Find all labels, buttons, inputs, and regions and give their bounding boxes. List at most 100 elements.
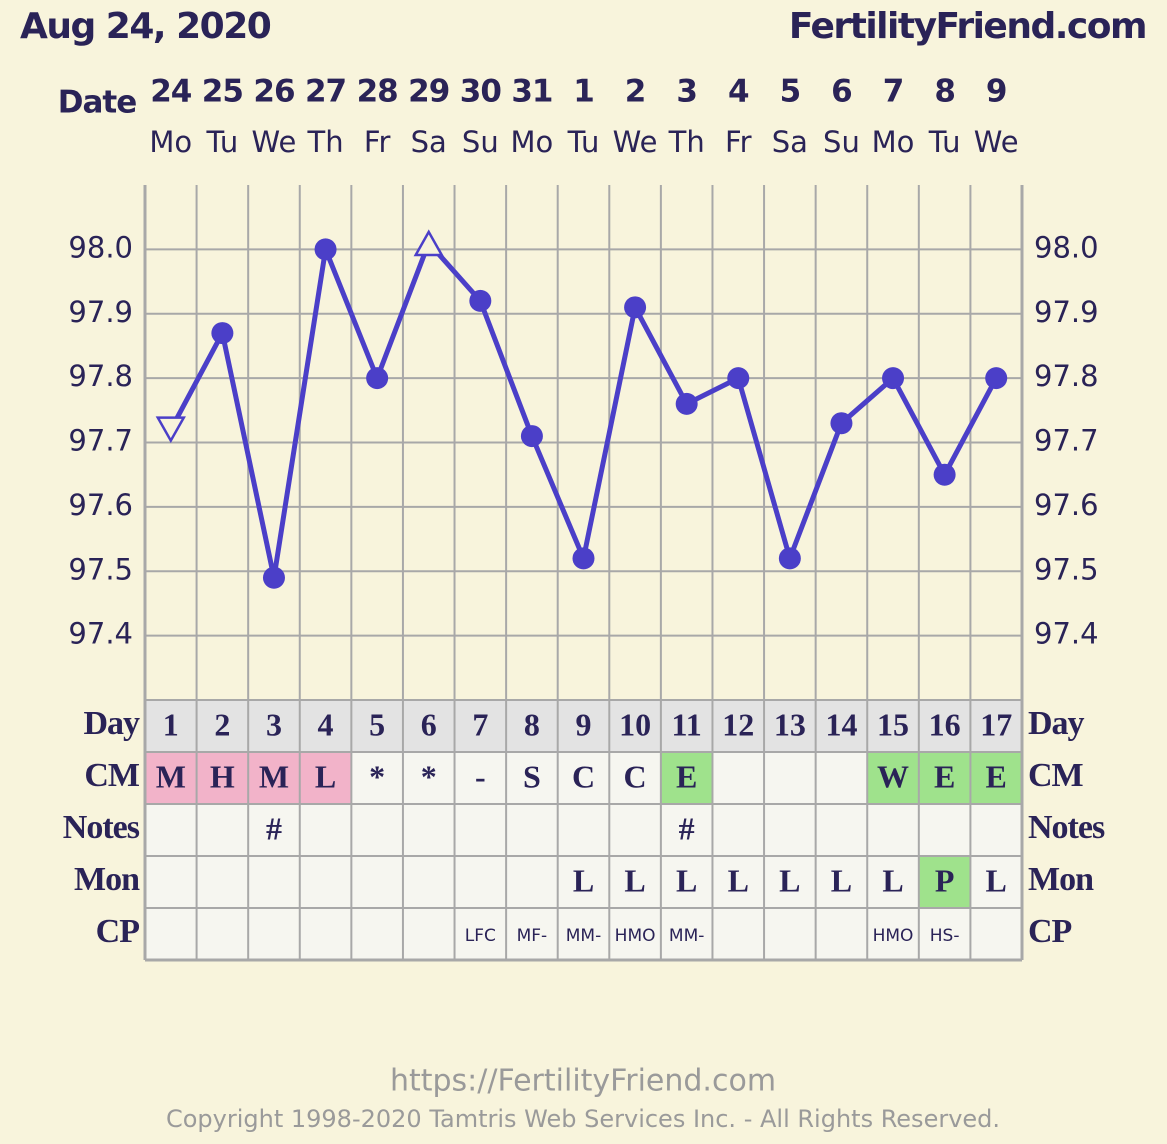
date-label: 5 [780,74,801,110]
site-name: FertilityFriend.com [789,6,1146,47]
weekday-label: Mo [149,125,192,159]
cell-text: 1 [163,706,179,742]
cell-text: 14 [825,706,857,742]
weekday-label: Sa [772,125,808,159]
cell-text: W [877,758,909,794]
cell-text: M [156,758,186,794]
row-label: Notes [63,809,140,846]
cell-text: 2 [214,706,230,742]
date-label: 6 [831,74,852,110]
cell-text: 3 [266,706,282,742]
weekday-label: Tu [206,125,239,159]
cell-highlight [299,752,352,804]
cell-text: L [728,862,749,898]
cell-text: E [986,758,1007,794]
date-label: 4 [728,74,749,110]
cell-text: 7 [472,706,488,742]
date-label: 2 [625,74,646,110]
date-label: 1 [573,74,594,110]
cell-text: P [935,862,955,898]
weekday-label: Mo [872,125,915,159]
cell-text: E [934,758,955,794]
marker-circle [469,289,492,312]
cell-highlight [248,752,300,804]
date-label: 31 [511,74,552,110]
weekday-label: Mo [511,125,554,159]
row-label: CM [84,757,140,794]
y-tick-label-right: 97.9 [1034,295,1099,329]
marker-circle [985,367,1008,390]
marker-circle [624,296,647,319]
date-label: 27 [305,74,346,110]
weekday-label: We [252,125,297,159]
y-tick-label-right: 97.4 [1034,617,1099,651]
cell-text: L [831,862,852,898]
y-tick-label: 97.9 [68,295,133,329]
date-label: 8 [934,74,955,110]
weekday-label: Tu [567,125,600,159]
weekday-label: Sa [411,125,447,159]
row-label: Mon [74,861,140,898]
marker-circle [366,367,389,390]
marker-triangle [155,416,186,444]
cell-highlight [660,752,713,804]
cell-highlight [145,752,197,804]
cell-text: 5 [369,706,385,742]
cell-text: HMO [615,926,656,946]
cell-text: 8 [524,706,540,742]
cell-text: 4 [318,706,334,742]
cell-text: L [676,862,697,898]
y-tick-label-right: 97.8 [1034,359,1099,393]
date-label: 30 [460,74,502,110]
row-background [145,908,1022,960]
row-label-right: Notes [1028,809,1105,846]
cell-text: 13 [774,706,806,742]
cell-text: L [624,862,645,898]
cell-text: M [259,758,289,794]
cell-highlight [918,752,971,804]
row-label: CP [96,913,140,950]
cell-text: H [210,758,235,794]
copyright: Copyright 1998-2020 Tamtris Web Services… [166,1105,1000,1133]
cell-text: 10 [619,706,651,742]
chart-date: Aug 24, 2020 [20,6,271,47]
y-tick-label: 97.4 [68,617,133,651]
cell-text: MM- [566,926,601,946]
cell-text: 16 [929,706,961,742]
weekday-label: We [974,125,1019,159]
weekday-label: Su [462,125,499,159]
cell-text: C [572,758,595,794]
date-label: 25 [202,74,243,110]
cell-text: # [266,810,282,846]
cell-text: 15 [877,706,909,742]
marker-circle [572,547,595,570]
weekday-label: Tu [928,125,961,159]
cell-text: MM- [669,926,704,946]
marker-circle [520,425,543,448]
cell-text: HMO [873,926,914,946]
marker-circle [262,566,285,589]
cell-text: 11 [672,706,702,742]
date-label: 7 [883,74,904,110]
marker-circle [830,412,853,435]
cell-text: * [421,758,437,794]
marker-circle [211,322,234,345]
cell-text: L [315,758,336,794]
marker-circle [778,547,801,570]
cell-text: 12 [722,706,754,742]
date-label: 24 [150,74,192,110]
weekday-label: Su [823,125,860,159]
weekday-label: Fr [364,125,391,159]
marker-circle [675,392,698,415]
cell-text: 9 [576,706,592,742]
weekday-label: Th [307,125,344,159]
cell-text: MF- [517,926,548,946]
row-background [145,700,1022,752]
cell-text: * [369,758,385,794]
row-background [145,804,1022,856]
cell-highlight [970,752,1022,804]
y-tick-label: 97.8 [68,359,133,393]
date-label: 26 [253,74,294,110]
date-label: 3 [676,74,697,110]
y-tick-label: 97.5 [68,552,133,586]
